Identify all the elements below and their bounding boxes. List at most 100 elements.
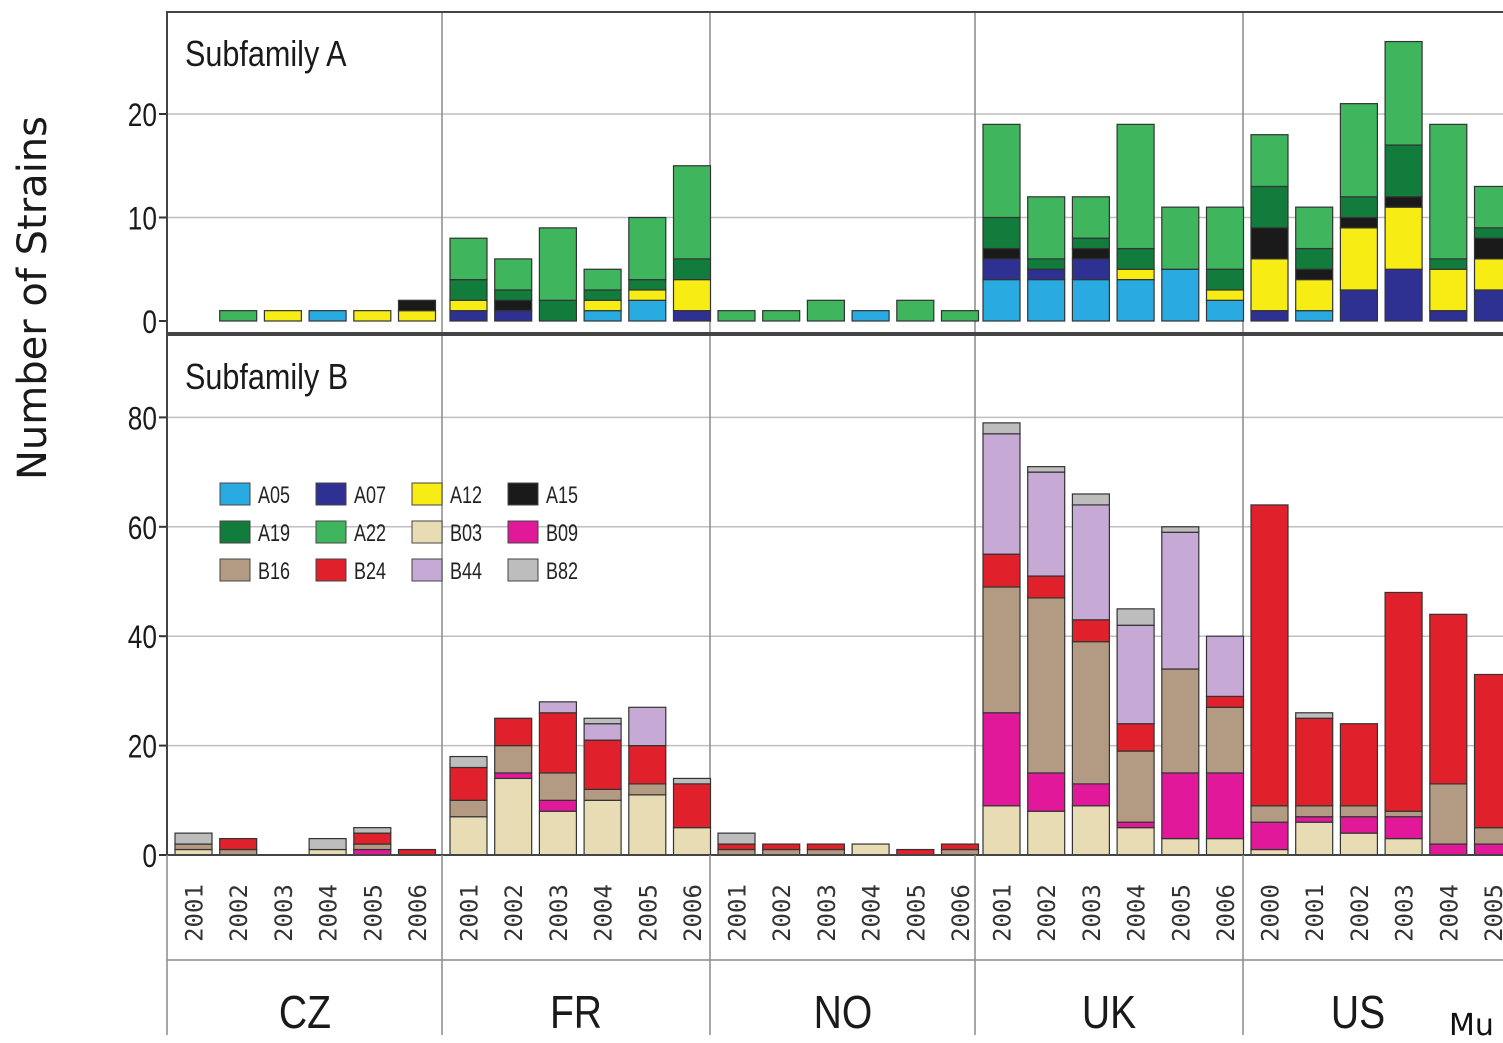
bar-segment-b24: [1385, 592, 1422, 811]
bar-segment-a12: [1340, 228, 1377, 290]
bar-segment-b09: [1162, 773, 1199, 839]
legend-swatch: [220, 483, 250, 505]
bar-segment-a22: [1475, 186, 1503, 227]
x-tick-label-year: 2002: [768, 884, 796, 942]
bar-segment-a07: [1430, 311, 1467, 321]
legend-label: B16: [258, 559, 290, 585]
x-tick-label-year: 2004: [858, 884, 886, 942]
bar-segment-b16: [1028, 598, 1065, 773]
bar-segment-a07: [1251, 311, 1288, 321]
bar-segment-b44: [584, 724, 621, 740]
bar-segment-b16: [983, 587, 1020, 713]
bar-segment-a12: [1251, 259, 1288, 311]
bar-segment-a05: [852, 311, 889, 321]
bar-segment-a22: [1340, 104, 1377, 197]
x-tick-label-year: 2006: [679, 884, 707, 942]
x-tick-label-year: 2003: [1078, 884, 1106, 942]
bar-segment-a22: [1028, 197, 1065, 259]
bar-segment-a19: [584, 290, 621, 300]
y-tick-label: 20: [128, 99, 157, 134]
legend-swatch: [412, 521, 442, 543]
bar-segment-b09: [1072, 784, 1109, 806]
country-label: UK: [1082, 987, 1136, 1035]
bar-segment-b24: [629, 746, 666, 784]
x-tick-label-year: 2005: [902, 884, 930, 942]
bar-segment-a19: [1207, 269, 1244, 290]
x-tick-label-year: 2004: [1123, 884, 1151, 942]
bar-segment-b82: [175, 833, 212, 844]
bar-segment-b16: [1072, 642, 1109, 784]
bar-segment-a12: [1430, 269, 1467, 310]
bar-segment-a05: [629, 300, 666, 321]
x-tick-label-year: 2006: [1212, 884, 1240, 942]
bar-segment-a22: [1385, 42, 1422, 146]
bar-segment-b16: [584, 789, 621, 800]
bar-segment-b44: [1117, 625, 1154, 723]
bar-segment-a22: [450, 238, 487, 279]
bar-segment-b03: [1385, 839, 1422, 855]
bar-segment-b82: [309, 839, 346, 850]
x-tick-label-year: 2003: [813, 884, 841, 942]
bar-segment-b82: [1028, 467, 1065, 472]
legend-swatch: [508, 559, 538, 581]
panel-title: Subfamily A: [185, 35, 347, 75]
bar-segment-b09: [1207, 773, 1244, 839]
bar-segment-b24: [718, 844, 755, 849]
bar-segment-a07: [1385, 269, 1422, 321]
bar-segment-a12: [1475, 259, 1503, 290]
bar-segment-b24: [220, 839, 257, 850]
bar-segment-b82: [674, 778, 711, 783]
legend-swatch: [316, 521, 346, 543]
bar-segment-b44: [1072, 505, 1109, 620]
bar-segment-b09: [1340, 817, 1377, 833]
x-tick-label-year: 2004: [590, 884, 618, 942]
bar-segment-a19: [1296, 249, 1333, 270]
legend-label: A22: [354, 521, 386, 547]
legend-label: A07: [354, 483, 386, 509]
bar-segment-b09: [1117, 822, 1154, 827]
x-tick-label-year: 2004: [1435, 884, 1463, 942]
bar-segment-a15: [399, 300, 436, 310]
bar-segment-b24: [584, 740, 621, 789]
bar-segment-a12: [450, 300, 487, 310]
bar-segment-b16: [1340, 806, 1377, 817]
bar-segment-b44: [629, 707, 666, 745]
bar-segment-a15: [983, 249, 1020, 259]
legend-swatch: [412, 483, 442, 505]
bar-segment-a15: [1072, 249, 1109, 259]
legend-swatch: [220, 521, 250, 543]
bar-segment-b16: [539, 773, 576, 800]
bar-segment-a22: [629, 218, 666, 280]
bar-segment-a22: [1117, 124, 1154, 248]
bar-segment-b82: [584, 718, 621, 723]
bar-segment-a22: [1207, 207, 1244, 269]
bar-segment-b82: [1072, 494, 1109, 505]
bar-segment-b09: [495, 773, 532, 778]
x-tick-label-year: 2001: [724, 884, 752, 942]
bar-segment-b24: [674, 784, 711, 828]
bar-segment-a22: [897, 300, 934, 321]
bar-segment-b44: [1162, 532, 1199, 669]
bar-segment-a19: [1430, 259, 1467, 269]
bar-segment-a19: [1385, 145, 1422, 197]
bar-segment-b16: [1117, 751, 1154, 822]
x-tick-label-year: 2005: [359, 884, 387, 942]
bar-segment-b82: [1162, 527, 1199, 532]
bar-segment-a07: [983, 259, 1020, 280]
bar-segment-a12: [1385, 207, 1422, 269]
bar-segment-b44: [1207, 636, 1244, 696]
bar-segment-b24: [1251, 505, 1288, 806]
bar-segment-a07: [1028, 269, 1065, 279]
y-axis-label: Number of Strains: [10, 420, 56, 480]
bar-segment-b82: [450, 757, 487, 768]
bar-segment-a07: [450, 311, 487, 321]
bar-segment-a12: [674, 280, 711, 311]
bar-segment-a22: [220, 311, 257, 321]
bars: [175, 42, 1503, 855]
bar-segment-a22: [674, 166, 711, 259]
bar-segment-a19: [983, 218, 1020, 249]
country-label: US: [1331, 987, 1385, 1035]
bar-segment-a22: [983, 124, 1020, 217]
